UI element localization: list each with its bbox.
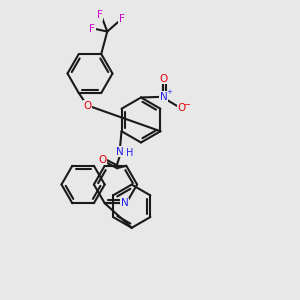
Text: O: O [98,155,106,165]
Text: N: N [116,147,124,157]
Text: F: F [97,10,103,20]
Text: +: + [166,89,172,95]
Text: O: O [177,103,186,113]
Text: −: − [183,100,190,109]
Text: N: N [160,92,167,102]
Text: F: F [89,23,95,34]
Text: O: O [160,74,168,84]
Text: N: N [121,198,129,208]
Text: O: O [83,101,92,111]
Text: F: F [119,14,124,24]
Text: H: H [126,148,134,158]
